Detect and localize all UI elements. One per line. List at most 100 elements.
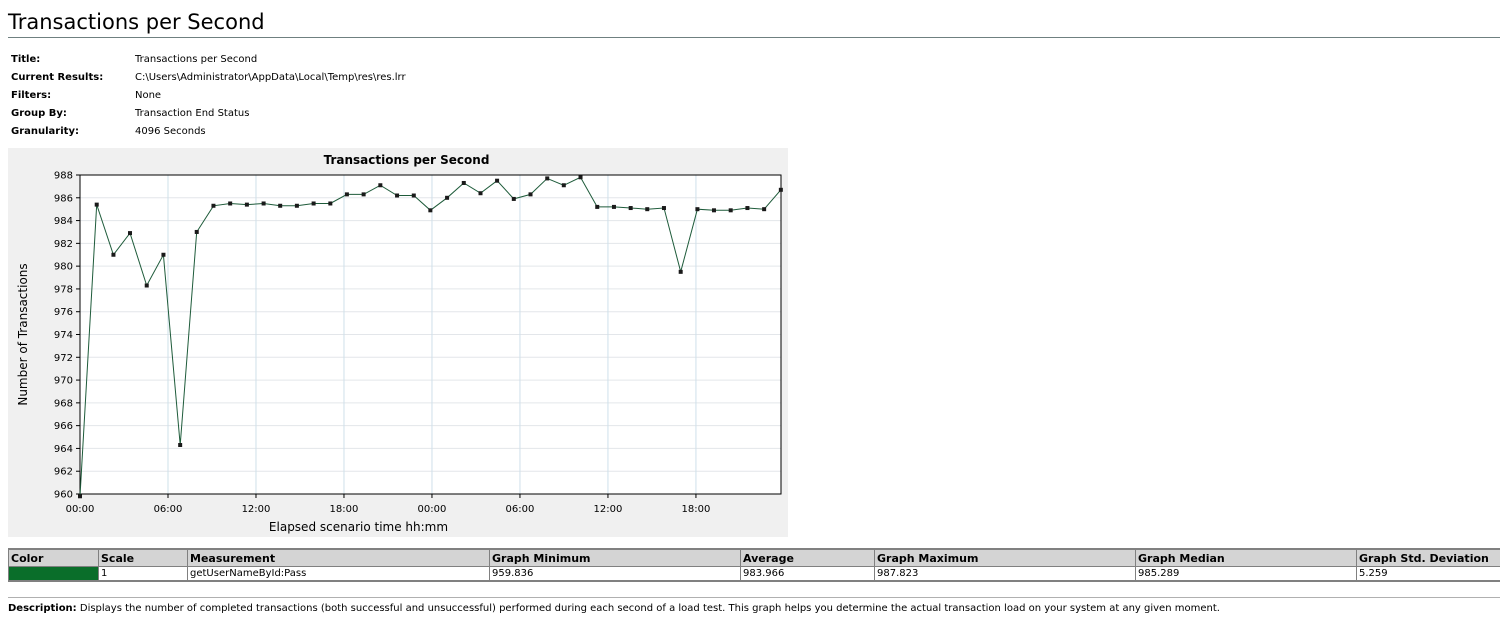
data-point bbox=[762, 207, 767, 212]
stats-header-row: Color Scale Measurement Graph Minimum Av… bbox=[8, 548, 1500, 567]
data-point bbox=[228, 201, 233, 206]
meta-row-filters: Filters: None bbox=[11, 86, 406, 104]
data-point bbox=[128, 231, 133, 236]
meta-row-title: Title: Transactions per Second bbox=[11, 50, 406, 68]
data-point bbox=[728, 208, 733, 213]
data-point bbox=[461, 180, 466, 185]
data-point bbox=[745, 206, 750, 211]
meta-row-granularity: Granularity: 4096 Seconds bbox=[11, 122, 406, 140]
data-point bbox=[695, 207, 700, 212]
y-tick-label: 970 bbox=[54, 376, 73, 387]
data-point bbox=[328, 201, 333, 206]
x-tick-label: 00:00 bbox=[418, 504, 447, 515]
data-point bbox=[711, 208, 716, 213]
cell-graph-std-deviation: 5.259 bbox=[1356, 566, 1500, 582]
y-axis-label: Number of Transactions bbox=[16, 263, 30, 405]
report-metadata: Title: Transactions per Second Current R… bbox=[11, 50, 406, 140]
data-point bbox=[511, 196, 516, 201]
measurement-stats-table: Color Scale Measurement Graph Minimum Av… bbox=[8, 548, 1500, 582]
data-point bbox=[144, 283, 149, 288]
header-average: Average bbox=[740, 548, 875, 567]
data-point bbox=[244, 202, 249, 207]
y-tick-label: 984 bbox=[54, 216, 73, 227]
y-tick-label: 974 bbox=[54, 330, 73, 341]
y-tick-label: 980 bbox=[54, 262, 73, 273]
y-tick-label: 962 bbox=[54, 467, 73, 478]
table-row: 1 getUserNameById:Pass 959.836 983.966 9… bbox=[8, 566, 1500, 582]
meta-value: C:\Users\Administrator\AppData\Local\Tem… bbox=[135, 71, 406, 83]
meta-value: Transactions per Second bbox=[135, 53, 258, 65]
x-tick-label: 00:00 bbox=[66, 504, 95, 515]
data-point bbox=[378, 183, 383, 188]
meta-label: Granularity: bbox=[11, 125, 79, 137]
data-point bbox=[411, 193, 416, 198]
page-title: Transactions per Second bbox=[8, 10, 265, 34]
data-point bbox=[678, 269, 683, 274]
meta-label: Current Results: bbox=[11, 71, 104, 83]
data-point bbox=[211, 203, 216, 208]
data-point bbox=[545, 176, 550, 181]
x-tick-label: 18:00 bbox=[330, 504, 359, 515]
x-tick-label: 12:00 bbox=[242, 504, 271, 515]
header-graph-std-deviation: Graph Std. Deviation bbox=[1356, 548, 1500, 567]
meta-value: None bbox=[135, 89, 162, 101]
x-tick-label: 06:00 bbox=[506, 504, 535, 515]
chart-title: Transactions per Second bbox=[324, 153, 490, 167]
series-color-swatch bbox=[8, 566, 99, 582]
chart-panel: 960 962 964 966 968 970 972 974 976 978 980 982 984 9… bbox=[8, 148, 788, 537]
data-point bbox=[261, 201, 266, 206]
cell-average: 983.966 bbox=[740, 566, 875, 582]
data-point bbox=[111, 252, 116, 257]
data-point bbox=[278, 203, 283, 208]
x-tick-label: 06:00 bbox=[154, 504, 183, 515]
y-tick-label: 976 bbox=[54, 307, 73, 318]
data-point bbox=[645, 207, 650, 212]
y-tick-label: 968 bbox=[54, 398, 73, 409]
data-point bbox=[478, 191, 483, 196]
description-text: Displays the number of completed transac… bbox=[76, 603, 1220, 614]
data-point bbox=[578, 175, 583, 180]
header-graph-median: Graph Median bbox=[1135, 548, 1357, 567]
y-tick-label: 986 bbox=[54, 193, 73, 204]
data-point bbox=[611, 204, 616, 209]
cell-graph-median: 985.289 bbox=[1135, 566, 1357, 582]
data-point bbox=[528, 192, 533, 197]
y-tick-label: 960 bbox=[54, 490, 73, 501]
cell-graph-maximum: 987.823 bbox=[874, 566, 1136, 582]
data-point bbox=[294, 203, 299, 208]
description-label: Description: bbox=[8, 603, 77, 614]
cell-graph-minimum: 959.836 bbox=[489, 566, 741, 582]
data-point bbox=[178, 443, 183, 448]
data-point bbox=[778, 187, 783, 192]
data-point bbox=[161, 252, 166, 257]
y-tick-label: 972 bbox=[54, 353, 73, 364]
data-point bbox=[194, 229, 199, 234]
x-tick-label: 18:00 bbox=[682, 504, 711, 515]
meta-row-group-by: Group By: Transaction End Status bbox=[11, 104, 406, 122]
data-point bbox=[595, 204, 600, 209]
x-tick-label: 12:00 bbox=[594, 504, 623, 515]
data-point bbox=[561, 183, 566, 188]
meta-row-current-results: Current Results: C:\Users\Administrator\… bbox=[11, 68, 406, 86]
data-point bbox=[311, 201, 316, 206]
header-measurement: Measurement bbox=[187, 548, 490, 567]
data-point bbox=[661, 206, 666, 211]
header-graph-minimum: Graph Minimum bbox=[489, 548, 741, 567]
cell-measurement: getUserNameById:Pass bbox=[187, 566, 490, 582]
meta-label: Group By: bbox=[11, 107, 67, 119]
data-point bbox=[495, 178, 500, 183]
meta-label: Title: bbox=[11, 53, 41, 65]
y-tick-label: 964 bbox=[54, 444, 73, 455]
data-point bbox=[395, 193, 400, 198]
description: Description: Displays the number of comp… bbox=[8, 603, 1220, 614]
meta-label: Filters: bbox=[11, 89, 52, 101]
plot-frame bbox=[79, 174, 782, 495]
data-point bbox=[78, 494, 82, 499]
header-scale: Scale bbox=[98, 548, 188, 567]
data-point bbox=[428, 208, 433, 213]
meta-value: Transaction End Status bbox=[135, 107, 250, 119]
data-point bbox=[628, 206, 633, 211]
x-axis-label: Elapsed scenario time hh:mm bbox=[269, 520, 448, 534]
cell-scale: 1 bbox=[98, 566, 188, 582]
y-tick-label: 978 bbox=[54, 284, 73, 295]
